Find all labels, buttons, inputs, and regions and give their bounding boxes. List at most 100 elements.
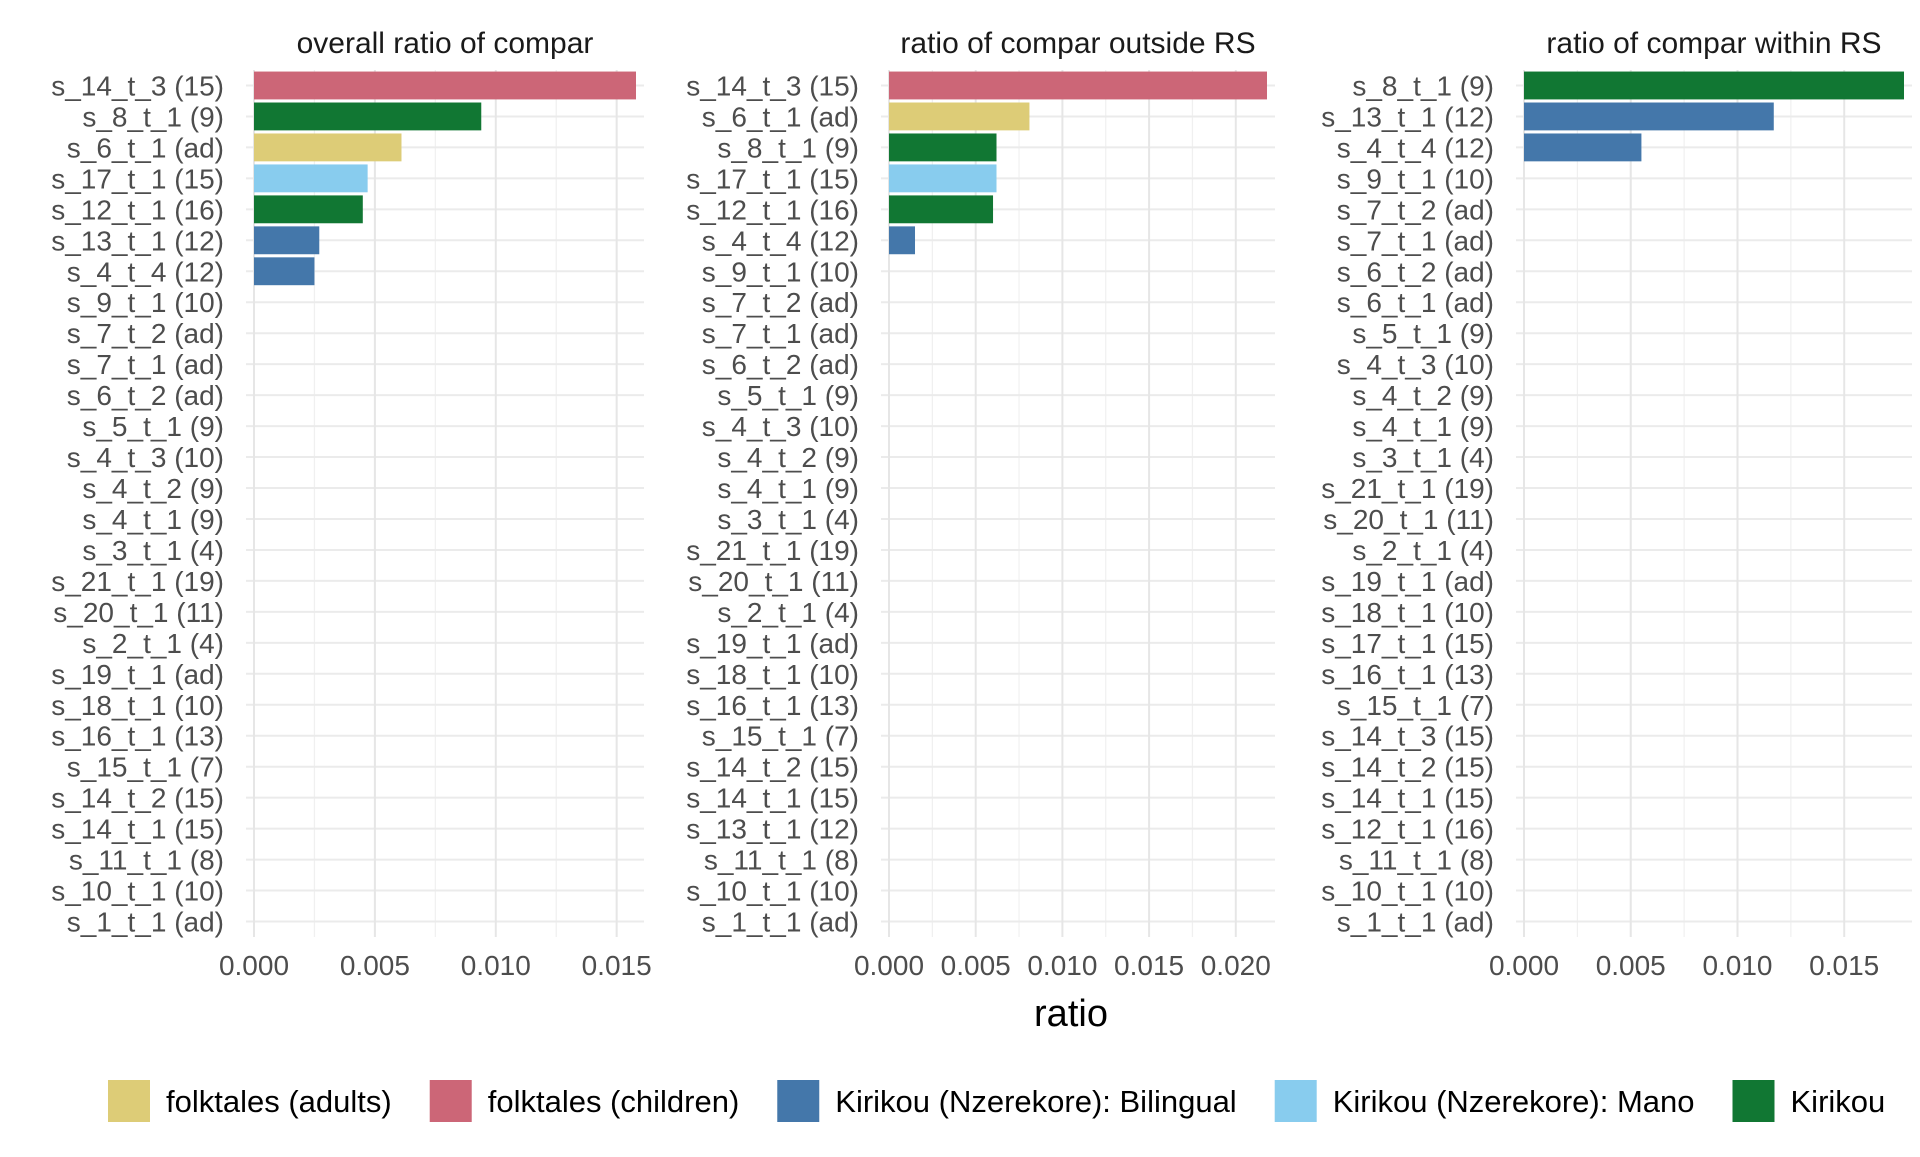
legend-label: folktales (adults) [166,1084,392,1119]
y-tick-label: s_4_t_2 (9) [717,442,859,473]
y-tick-label: s_17_t_1 (15) [51,163,224,194]
y-tick-label: s_6_t_1 (ad) [702,101,859,132]
y-tick-label: s_5_t_1 (9) [82,411,224,442]
y-tick-label: s_13_t_1 (12) [51,225,224,256]
legend: folktales (adults) folktales (children) Ki… [108,1080,1885,1122]
y-tick-label: s_19_t_1 (ad) [51,659,224,690]
y-tick-label: s_10_t_1 (10) [686,876,859,907]
legend-key [429,1080,472,1122]
y-tick-label: s_4_t_1 (9) [82,504,224,535]
legend-label: folktales (children) [488,1084,740,1119]
x-tick-label: 0.015 [1809,950,1879,981]
panel-1: 0.000 0.005 0.010 0.015 s_14_t_3 (15)s_8_t_1… [51,27,651,981]
y-tick-label: s_11_t_1 (8) [1339,845,1494,876]
y-tick-label: s_15_t_1 (7) [702,721,859,752]
y-tick-label: s_9_t_1 (10) [67,287,224,318]
y-tick-label: s_19_t_1 (ad) [686,628,859,659]
x-tick-label: 0.010 [1702,950,1772,981]
y-tick-label: s_16_t_1 (13) [686,690,859,721]
y-tick-label: s_4_t_4 (12) [1337,132,1494,163]
y-tick-label: s_15_t_1 (7) [1337,690,1494,721]
legend-label: Kirikou [1791,1084,1886,1119]
y-tick-label: s_5_t_1 (9) [1352,318,1494,349]
y-tick-label: s_7_t_2 (ad) [702,287,859,318]
y-tick-label: s_7_t_2 (ad) [1337,194,1494,225]
x-tick-label: 0.000 [854,950,924,981]
y-tick-label: s_17_t_1 (15) [1321,628,1494,659]
y-tick-label: s_6_t_2 (ad) [1337,256,1494,287]
legend-key [777,1080,820,1122]
y-tick-label: s_6_t_2 (ad) [67,380,224,411]
y-tick-label: s_5_t_1 (9) [717,380,859,411]
y-tick-label: s_18_t_1 (10) [51,690,224,721]
y-tick-label: s_8_t_1 (9) [82,101,224,132]
y-tick-label: s_4_t_4 (12) [702,225,859,256]
bar [1524,102,1774,131]
legend-label: Kirikou (Nzerekore): Mano [1333,1084,1695,1119]
x-tick-label: 0.015 [582,950,652,981]
y-tick-label: s_14_t_2 (15) [1321,752,1494,783]
y-tick-label: s_14_t_1 (15) [51,814,224,845]
x-axis-title: ratio [1034,993,1108,1035]
y-tick-label: s_4_t_1 (9) [717,473,859,504]
bar [1524,133,1642,162]
y-tick-label: s_2_t_1 (4) [82,628,224,659]
y-tick-label: s_14_t_3 (15) [1321,721,1494,752]
legend-key [1274,1080,1317,1122]
y-tick-label: s_14_t_2 (15) [51,783,224,814]
y-tick-label: s_20_t_1 (11) [53,597,224,628]
y-tick-label: s_1_t_1 (ad) [67,907,224,938]
y-tick-label: s_2_t_1 (4) [1352,535,1494,566]
y-tick-label: s_20_t_1 (11) [688,566,859,597]
bar [254,257,315,286]
y-tick-label: s_15_t_1 (7) [67,752,224,783]
y-tick-label: s_14_t_2 (15) [686,752,859,783]
y-tick-label: s_9_t_1 (10) [702,256,859,287]
y-tick-label: s_10_t_1 (10) [1321,876,1494,907]
y-tick-label: s_14_t_1 (15) [686,783,859,814]
bar [889,102,1030,131]
legend-label: Kirikou (Nzerekore): Bilingual [835,1084,1236,1119]
y-tick-label: s_16_t_1 (13) [51,721,224,752]
y-tick-label: s_7_t_1 (ad) [702,318,859,349]
y-tick-label: s_11_t_1 (8) [704,845,859,876]
y-tick-label: s_4_t_2 (9) [1352,380,1494,411]
y-tick-label: s_9_t_1 (10) [1337,163,1494,194]
x-tick-label: 0.010 [1027,950,1097,981]
bar [254,195,363,224]
bar [254,102,482,131]
y-tick-label: s_3_t_1 (4) [717,504,859,535]
y-tick-label: s_8_t_1 (9) [1352,70,1494,101]
y-tick-label: s_13_t_1 (12) [686,814,859,845]
panel-3: 0.000 0.005 0.010 0.015 s_8_t_1 (9)s_13_t_1 … [1321,27,1912,981]
y-tick-label: s_4_t_2 (9) [82,473,224,504]
panel-title: ratio of compar within RS [1546,27,1881,60]
y-tick-label: s_20_t_1 (11) [1323,504,1494,535]
y-tick-label: s_14_t_1 (15) [1321,783,1494,814]
bar [1524,71,1904,100]
panel-title: ratio of compar outside RS [900,27,1255,60]
x-tick-label: 0.015 [1114,950,1184,981]
y-tick-label: s_1_t_1 (ad) [1337,907,1494,938]
y-tick-label: s_12_t_1 (16) [686,194,859,225]
x-tick-label: 0.020 [1201,950,1271,981]
bar [254,226,320,255]
y-tick-label: s_21_t_1 (19) [1321,473,1494,504]
x-tick-label: 0.005 [1596,950,1666,981]
y-tick-label: s_3_t_1 (4) [1352,442,1494,473]
x-tick-label: 0.005 [340,950,410,981]
legend-key [108,1080,150,1122]
x-tick-label: 0.000 [1489,950,1559,981]
y-tick-label: s_18_t_1 (10) [1321,597,1494,628]
y-tick-label: s_4_t_4 (12) [67,256,224,287]
y-tick-label: s_7_t_2 (ad) [67,318,224,349]
bar [889,195,994,224]
y-tick-label: s_21_t_1 (19) [51,566,224,597]
y-tick-label: s_7_t_1 (ad) [67,349,224,380]
y-tick-label: s_19_t_1 (ad) [1321,566,1494,597]
y-tick-label: s_6_t_1 (ad) [67,132,224,163]
y-tick-label: s_13_t_1 (12) [1321,101,1494,132]
